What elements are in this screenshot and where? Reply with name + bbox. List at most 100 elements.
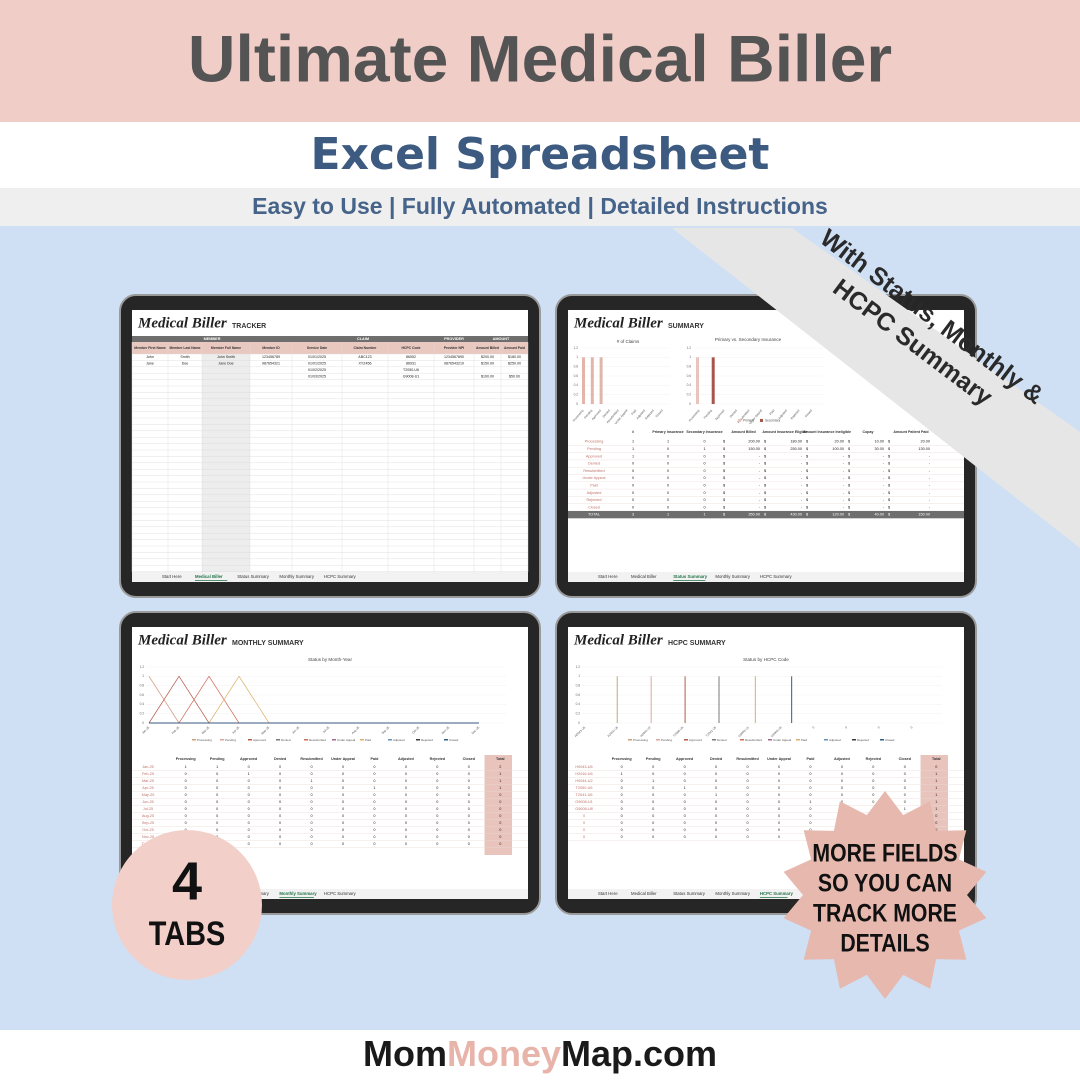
cell: 0 [809,765,811,769]
cell: 0 [279,821,281,825]
cell: 0 [904,786,906,790]
legend-swatch [444,739,448,741]
column-header: Amount Billed [476,346,499,350]
column-header: Closed [899,757,912,761]
cell: 0 [746,828,748,832]
y-tick-label: 1 [142,674,144,678]
cell: 150.00 [918,513,930,517]
cell: 1 [667,440,669,444]
column-header: Pending [210,757,225,761]
cell: 0 [185,793,187,797]
cell: - [759,505,761,509]
cell: 0 [652,793,654,797]
legend-label: Resubmitted [745,738,762,742]
row-label: H0044-U2 [575,779,592,783]
sheet-tab: Medical Biller [195,574,223,579]
sheet-tab: Medical Biller [631,574,657,579]
row-label: 0 [583,814,585,818]
cell: 0 [279,842,281,846]
x-tick-label: Paid [768,408,775,415]
cell: Doe [182,362,189,366]
cell: 0 [652,765,654,769]
cell: 0 [684,814,686,818]
legend-label: Processing [197,738,212,742]
column-header: Member Last Name [169,346,200,350]
legend-swatch [852,739,856,741]
row-label: Feb-25 [142,772,154,776]
cell: 1 [652,779,654,783]
column-header: Adjusted [834,757,851,761]
cell: 0 [652,772,654,776]
legend-swatch [740,739,744,741]
cell: 1 [310,779,312,783]
currency: $ [848,440,851,444]
badge-circle [112,830,262,980]
y-tick-label: 0 [576,402,578,406]
cell: - [883,498,885,502]
cell: 0 [373,842,375,846]
cell: 1 [684,786,686,790]
cell: - [883,462,885,466]
cell: 0 [778,772,780,776]
cell: 0 [468,765,470,769]
cell: 0 [841,765,843,769]
cell: 0 [499,814,501,818]
cell: 0 [342,842,344,846]
cell: 0 [405,786,407,790]
cell: 0 [248,786,250,790]
y-tick-label: 0.8 [576,684,581,688]
cell: 01/01/2025 [308,362,326,366]
cell: 20.00 [920,440,930,444]
cell: 0 [809,786,811,790]
cell: 0 [279,786,281,790]
cell: 0 [342,821,344,825]
cell: 0 [652,800,654,804]
cell: 0 [904,779,906,783]
y-tick-label: 1.2 [576,665,581,669]
cell: 250.00 [790,447,802,451]
bar [590,357,594,404]
cell: 0 [746,779,748,783]
column-header: Provider NPI [444,346,464,350]
cell: 0 [248,835,250,839]
cell: 0 [746,765,748,769]
cell: 0 [248,765,250,769]
x-tick-label: Pending [583,408,593,419]
legend-swatch [768,739,772,741]
legend-label: Pending [661,738,672,742]
cell: 0 [468,821,470,825]
sheet-tab: Status Summary [237,574,270,579]
cell: 86931 [406,362,416,366]
column-header: Approved [240,757,258,761]
x-tick-label: Rejected [790,408,801,420]
header-bg [132,342,528,354]
cell: 1 [632,440,634,444]
cell: 0 [703,462,705,466]
cell: 0 [778,779,780,783]
currency: $ [888,513,891,517]
cell: 0 [436,835,438,839]
row-label: Apr-25 [142,786,153,790]
cell: 0 [746,800,748,804]
currency: $ [723,447,726,451]
cell: 2 [499,765,501,769]
cell: $100.00 [481,374,494,378]
currency: $ [888,440,891,444]
legend-swatch [388,739,392,741]
cell: 0 [468,786,470,790]
currency: $ [848,498,851,502]
cell: 0 [468,828,470,832]
cell: 0 [405,828,407,832]
cell: 9876543210 [444,362,464,366]
legend-swatch [824,739,828,741]
cell: 0 [216,800,218,804]
column-header: Amount Paid [504,346,525,350]
cell: 1 [499,779,501,783]
cell: - [843,462,845,466]
legend-swatch [360,739,364,741]
cell: 0 [342,786,344,790]
x-tick-label: Apr-25 [231,725,240,734]
cell: 0 [778,828,780,832]
cell: 0 [667,491,669,495]
cell: 0 [279,779,281,783]
